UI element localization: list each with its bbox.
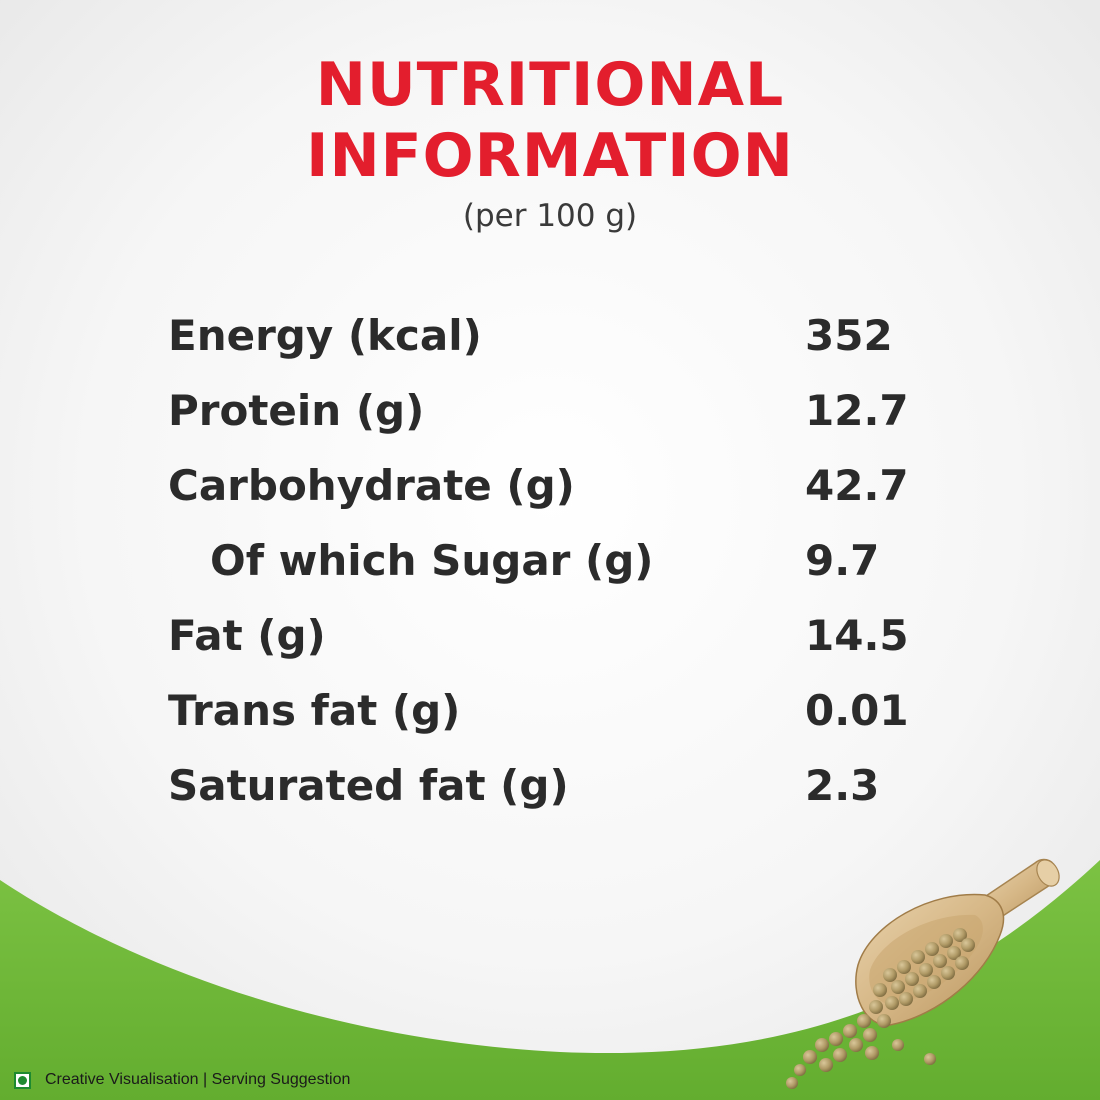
veg-symbol-icon (14, 1071, 31, 1089)
nutrition-row-carbohydrate: Carbohydrate (g) 42.7 (0, 456, 1100, 516)
nutrient-value: 352 (805, 311, 893, 360)
page-title-line2: INFORMATION (306, 121, 794, 191)
nutrition-row-trans-fat: Trans fat (g) 0.01 (0, 681, 1100, 741)
nutrition-row-sugar: Of which Sugar (g) 9.7 (0, 531, 1100, 591)
nutrient-value: 12.7 (805, 386, 909, 435)
nutrient-label: Carbohydrate (g) (168, 461, 575, 510)
nutrient-value: 0.01 (805, 686, 909, 735)
page-title-line1: NUTRITIONAL (315, 50, 785, 120)
nutrient-label: Of which Sugar (g) (210, 536, 654, 585)
nutrition-row-protein: Protein (g) 12.7 (0, 381, 1100, 441)
wooden-scoop-with-coriander-seeds-image (786, 858, 1060, 1089)
nutrient-label: Fat (g) (168, 611, 326, 660)
nutrition-row-saturated-fat: Saturated fat (g) 2.3 (0, 756, 1100, 816)
serving-basis: (per 100 g) (462, 198, 638, 234)
nutrient-value: 14.5 (805, 611, 909, 660)
nutrient-label: Trans fat (g) (168, 686, 461, 735)
nutrient-label: Energy (kcal) (168, 311, 482, 360)
nutrition-row-fat: Fat (g) 14.5 (0, 606, 1100, 666)
disclaimer-text: Creative Visualisation | Serving Suggest… (45, 1071, 351, 1088)
nutrient-value: 9.7 (805, 536, 880, 585)
nutrition-row-energy: Energy (kcal) 352 (0, 306, 1100, 366)
nutrient-value: 42.7 (805, 461, 909, 510)
nutrient-value: 2.3 (805, 761, 880, 810)
nutrient-label: Protein (g) (168, 386, 425, 435)
coriander-seeds-pile (786, 928, 975, 1089)
footer-disclaimer: Creative Visualisation | Serving Suggest… (14, 1068, 350, 1092)
nutrient-label: Saturated fat (g) (168, 761, 569, 810)
